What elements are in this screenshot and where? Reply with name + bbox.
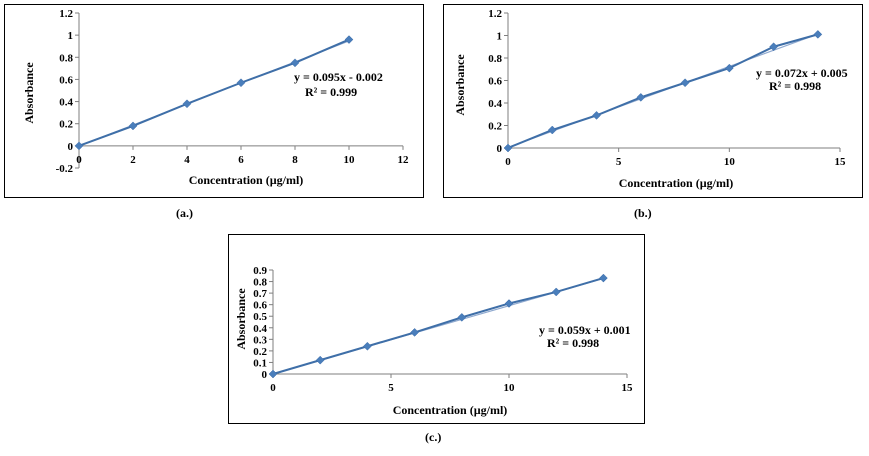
y-axis-title: Absorbance [22, 62, 36, 124]
data-point [592, 111, 601, 120]
data-point [551, 287, 561, 297]
y-axis-title: Absorbance [234, 288, 248, 350]
data-point [363, 341, 372, 351]
caption-c: (c.) [425, 430, 442, 444]
y-tick-label: 0 [68, 141, 74, 153]
series-line [507, 33, 819, 149]
data-point [599, 273, 608, 283]
y-tick-label: 0.8 [253, 277, 267, 289]
x-tick-label: 15 [835, 156, 847, 168]
y-tick-label: 0.3 [253, 334, 267, 346]
data-point [268, 369, 278, 379]
data-point [504, 299, 514, 308]
x-axis-title: Concentration (µg/ml) [619, 176, 734, 190]
chart-c-svg: 00.10.20.30.40.50.60.70.80.90 5 10 15y = 0.… [234, 265, 634, 417]
x-tick-label: 8 [292, 154, 298, 166]
y-tick-label: 0 [262, 369, 268, 381]
data-point [410, 328, 419, 337]
data-point [457, 313, 467, 322]
data-point [236, 78, 246, 88]
x-tick-label: 0 [505, 156, 511, 168]
series-line [78, 38, 350, 147]
data-point [503, 143, 513, 153]
y-tick-label: 0.2 [488, 121, 502, 133]
series-line [272, 277, 604, 375]
y-tick-label: 0.2 [253, 346, 267, 358]
data-point [769, 42, 778, 52]
data-point [724, 63, 734, 73]
y-tick-label: 0.2 [59, 119, 73, 131]
x-tick-label: 2 [130, 154, 136, 166]
trendline-equation: y = 0.072x + 0.005 [756, 66, 848, 80]
x-tick-label: 6 [238, 154, 244, 166]
y-tick-label: 0.9 [253, 265, 267, 277]
x-tick-label: 0 [76, 154, 82, 166]
y-tick-label: 0.4 [253, 323, 267, 335]
x-axis-title: Concentration (µg/ml) [393, 403, 508, 417]
chart-panel-a: -0.2 0 0.2 0.4 0.6 0.8 1 1.2 0 2 4 6 8 10 12 y = 0.095x… [4, 4, 424, 198]
x-axis-title: Concentration (µg/ml) [189, 173, 304, 187]
x-tick-label: 12 [398, 154, 410, 166]
y-tick-label: 0.4 [59, 97, 73, 109]
x-tick-label: 5 [616, 156, 622, 168]
y-tick-label: 0.1 [253, 357, 267, 369]
y-tick-label: 0.8 [59, 52, 73, 64]
data-point [290, 58, 300, 68]
y-tick-label: 0.6 [253, 300, 267, 312]
x-tick-label: 10 [724, 156, 736, 168]
data-point [547, 125, 557, 135]
trendline-equation: y = 0.059x + 0.001 [539, 323, 631, 337]
x-tick-label: 15 [622, 382, 634, 394]
caption-a: (a.) [176, 206, 193, 220]
x-tick-label: 10 [344, 154, 356, 166]
caption-b: (b.) [634, 206, 652, 220]
y-tick-label: 0.8 [488, 53, 502, 65]
x-tick-label: 5 [388, 382, 394, 394]
data-point [813, 30, 823, 39]
chart-b-svg: 0 0.2 0.4 0.6 0.8 1 1.2 0 5 10 15 y = 0.072x + 0.00… [453, 8, 848, 190]
data-point [315, 355, 325, 365]
x-tick-label: 10 [504, 382, 516, 394]
y-tick-label: 0.4 [488, 98, 502, 110]
y-axis-title: Absorbance [453, 54, 467, 116]
r-squared-label: R² = 0.998 [547, 336, 599, 350]
y-tick-label: -0.2 [56, 163, 74, 175]
y-tick-label: 1 [68, 30, 74, 42]
chart-panel-b: 0 0.2 0.4 0.6 0.8 1 1.2 0 5 10 15 y = 0.072x + 0.00… [443, 4, 863, 198]
y-tick-label: 1.2 [59, 8, 73, 20]
y-tick-label: 1.2 [488, 8, 502, 20]
r-squared-label: R² = 0.998 [769, 79, 821, 93]
data-point [182, 99, 192, 109]
y-tick-label: 0.6 [488, 76, 502, 88]
data-point [344, 35, 354, 44]
chart-panel-c: 0 0.1 0.2 0.3 0.4 0.5 0.6 0.7 0.8 0.9 0 5 10 15 y = 0.… [228, 234, 645, 424]
chart-a-svg: -0.200.20.40.60.811.20 2 4 6 8 10 12y = 0.095x… [22, 8, 410, 187]
x-tick-label: 4 [184, 154, 190, 166]
y-tick-label: 0.7 [253, 288, 267, 300]
data-point [128, 121, 138, 131]
data-point [74, 141, 84, 151]
y-tick-label: 0.6 [59, 74, 73, 86]
r-squared-label: R² = 0.999 [305, 85, 357, 99]
y-tick-label: 0 [497, 143, 503, 155]
data-point [680, 78, 690, 88]
y-tick-label: 0.5 [253, 311, 267, 323]
x-tick-label: 0 [270, 382, 276, 394]
data-point [636, 93, 646, 102]
y-tick-label: 1 [497, 31, 503, 43]
trendline-equation: y = 0.095x - 0.002 [294, 70, 383, 84]
